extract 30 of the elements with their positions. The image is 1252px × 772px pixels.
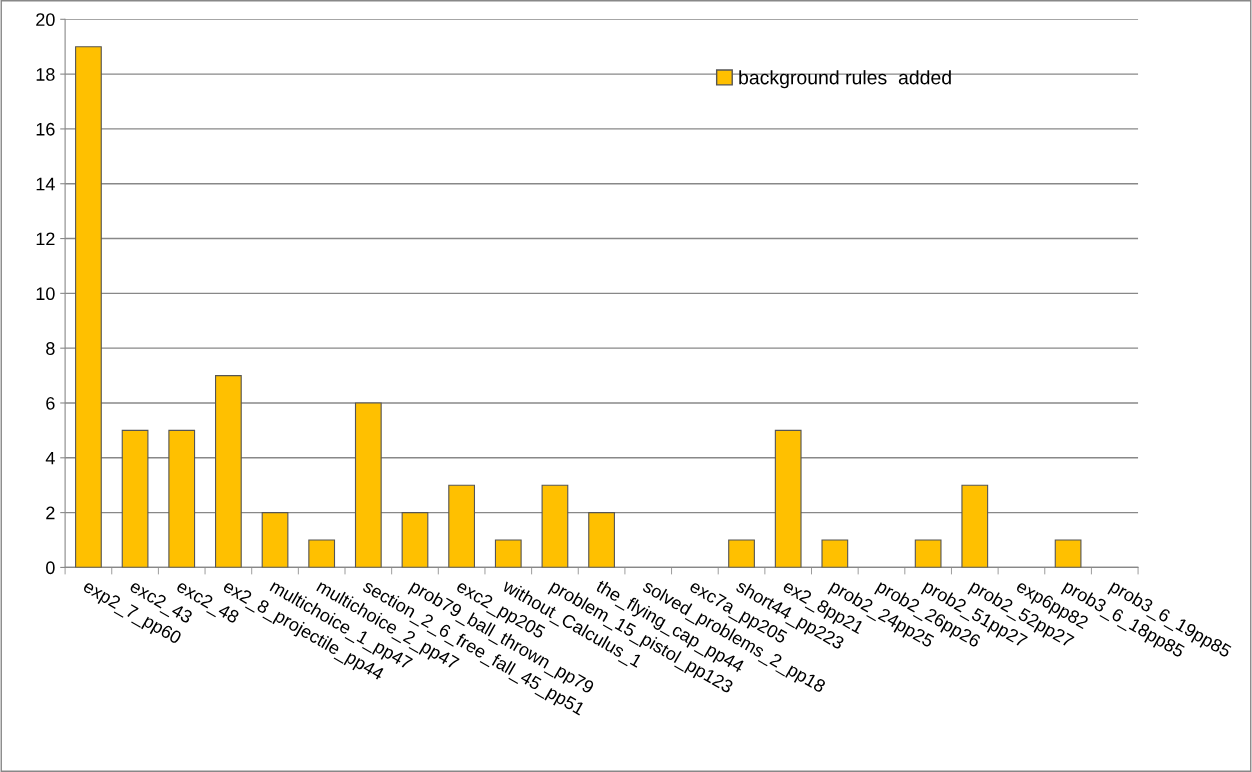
y-tick-label: 8	[46, 342, 55, 355]
bar	[588, 512, 615, 568]
y-tick-label: 18	[36, 68, 55, 81]
bar	[448, 484, 476, 568]
bar	[401, 512, 429, 568]
bar	[914, 539, 942, 568]
bar	[728, 539, 755, 568]
legend-label: background rules added	[739, 70, 951, 89]
bar	[821, 539, 849, 568]
bar	[541, 484, 569, 568]
y-tick-label: 6	[46, 396, 55, 410]
y-tick-label: 0	[46, 561, 55, 575]
y-tick-label: 12	[36, 232, 55, 246]
y-tick-label: 4	[45, 451, 55, 465]
y-tick-label: 20	[36, 13, 55, 27]
bar	[494, 539, 522, 568]
bar	[354, 402, 382, 568]
bar	[214, 375, 242, 568]
bar	[75, 46, 102, 568]
bar	[261, 512, 289, 568]
y-tick-label: 16	[36, 122, 55, 136]
bar	[774, 429, 802, 568]
bar	[961, 484, 989, 568]
bar	[121, 429, 149, 568]
bar	[308, 539, 336, 568]
y-tick-label: 2	[46, 506, 55, 520]
bar	[168, 429, 196, 568]
bar	[1054, 539, 1082, 568]
y-tick-label: 10	[36, 287, 55, 301]
y-tick-label: 14	[36, 177, 55, 191]
